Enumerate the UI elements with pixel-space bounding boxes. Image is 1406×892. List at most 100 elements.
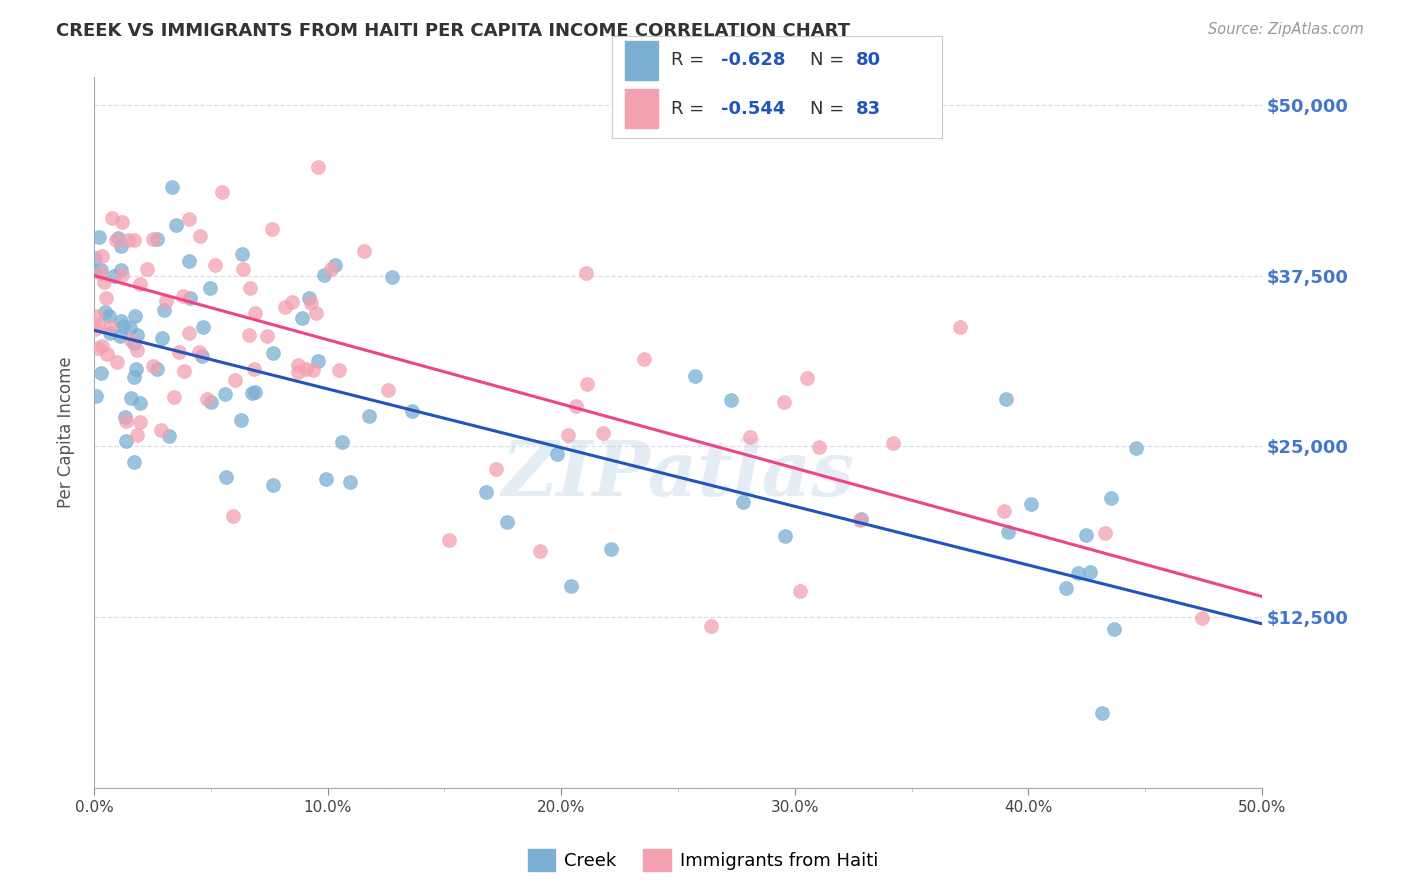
Point (315, 472, 337, 486)
Point (339, 475, 361, 489)
Text: N =: N = (810, 52, 849, 70)
Point (115, 434, 138, 448)
Text: -0.628: -0.628 (721, 52, 785, 70)
Point (564, 400, 586, 414)
Point (165, 218, 187, 232)
Point (122, 233, 145, 247)
Point (128, 415, 150, 429)
Point (124, 309, 146, 323)
Point (195, 392, 218, 406)
Point (145, 232, 167, 246)
Point (204, 258, 226, 272)
Text: 80: 80 (856, 52, 882, 70)
Point (97, 310, 120, 324)
Point (733, 495, 755, 509)
Point (91, 249, 114, 263)
Point (120, 391, 142, 405)
Point (302, 363, 325, 377)
Point (122, 455, 145, 469)
Point (287, 365, 309, 379)
Point (84, 309, 107, 323)
Point (94, 292, 117, 306)
Point (200, 395, 222, 409)
Point (110, 268, 132, 282)
Point (592, 426, 614, 441)
Point (167, 345, 190, 359)
Point (796, 370, 818, 384)
Point (103, 268, 125, 283)
Point (179, 326, 201, 341)
Point (260, 221, 283, 235)
Point (773, 395, 796, 409)
Point (231, 247, 253, 261)
Point (98, 320, 121, 334)
Point (120, 333, 142, 347)
Y-axis label: Per Capita Income: Per Capita Income (58, 357, 75, 508)
Point (179, 291, 201, 305)
Point (240, 385, 263, 400)
Point (475, 485, 498, 500)
Point (153, 303, 176, 318)
Point (599, 541, 621, 556)
Point (91, 339, 114, 353)
Point (993, 503, 1015, 517)
Point (633, 351, 655, 366)
Point (238, 327, 260, 342)
Bar (624, 89, 658, 128)
Point (111, 214, 134, 228)
Point (107, 231, 129, 245)
Point (995, 392, 1018, 406)
Point (122, 369, 145, 384)
Point (775, 529, 797, 543)
Point (262, 346, 284, 360)
Point (848, 513, 870, 527)
Point (100, 211, 122, 226)
Point (87, 230, 110, 244)
Text: CREEK VS IMMIGRANTS FROM HAITI PER CAPITA INCOME CORRELATION CHART: CREEK VS IMMIGRANTS FROM HAITI PER CAPIT… (56, 22, 851, 40)
Point (281, 295, 304, 310)
Point (299, 296, 322, 310)
Point (256, 329, 278, 343)
Point (110, 314, 132, 328)
Point (1054, 582, 1077, 596)
Point (125, 362, 148, 376)
Point (198, 281, 221, 295)
Point (485, 461, 508, 475)
Point (882, 436, 904, 450)
Point (683, 368, 706, 383)
Point (575, 267, 598, 281)
Point (87, 318, 110, 333)
Point (359, 409, 381, 423)
Point (179, 212, 201, 227)
Point (546, 447, 568, 461)
Point (529, 544, 551, 558)
Point (789, 583, 811, 598)
Point (142, 232, 165, 246)
Point (298, 291, 321, 305)
Point (114, 409, 136, 424)
Point (1067, 566, 1090, 581)
Point (808, 440, 831, 454)
Point (243, 305, 266, 319)
Text: N =: N = (810, 100, 849, 118)
Point (115, 414, 138, 428)
Point (142, 359, 165, 373)
Point (243, 362, 266, 376)
Point (215, 470, 238, 484)
Point (129, 396, 152, 410)
Bar (624, 41, 658, 79)
Point (496, 516, 519, 530)
Text: 83: 83 (856, 100, 882, 118)
Point (287, 359, 309, 373)
Point (125, 343, 148, 357)
Point (243, 385, 266, 400)
Point (87, 341, 110, 355)
Point (1099, 491, 1122, 506)
Point (94, 305, 117, 319)
Text: Source: ZipAtlas.com: Source: ZipAtlas.com (1208, 22, 1364, 37)
Point (740, 429, 762, 443)
Point (232, 262, 254, 277)
Point (1191, 610, 1213, 624)
Point (307, 353, 329, 368)
Point (377, 383, 399, 397)
